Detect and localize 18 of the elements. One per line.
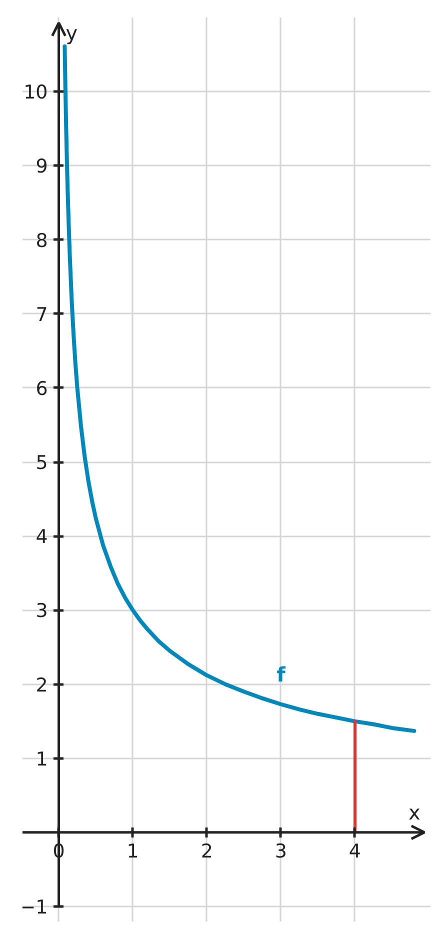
y-tick-label: 10 bbox=[24, 82, 48, 104]
x-tick-label: 4 bbox=[348, 840, 362, 862]
y-tick-label: 5 bbox=[36, 452, 48, 474]
y-tick-label: 7 bbox=[36, 304, 48, 326]
x-tick-label: 1 bbox=[126, 840, 139, 862]
x-axis-title: x bbox=[408, 800, 420, 824]
y-tick-label: 3 bbox=[36, 600, 48, 622]
y-tick-label: 8 bbox=[36, 230, 48, 252]
y-tick-label: 4 bbox=[36, 526, 48, 548]
x-tick-label: 3 bbox=[274, 840, 287, 862]
y-tick-label: 9 bbox=[36, 156, 48, 178]
y-axis-title: y bbox=[66, 20, 78, 45]
y-tick-label: 2 bbox=[36, 674, 48, 696]
x-tick-label: 2 bbox=[200, 840, 213, 862]
y-tick-label: 6 bbox=[36, 378, 48, 400]
y-tick-label: 1 bbox=[36, 748, 48, 770]
series-label: f bbox=[276, 662, 286, 686]
line-series bbox=[62, 44, 416, 733]
